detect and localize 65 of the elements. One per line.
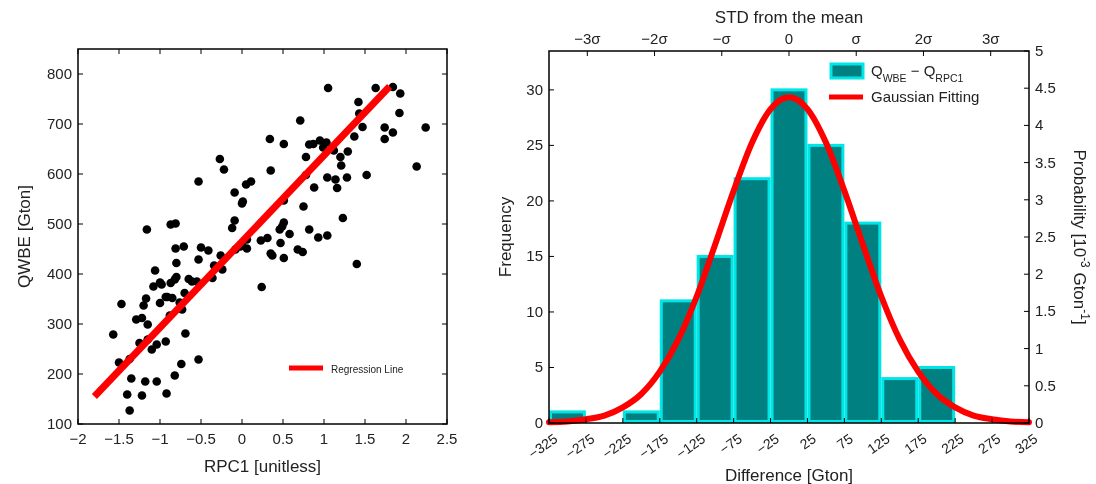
x2-axis-title: STD from the mean bbox=[714, 8, 864, 27]
x-tick-label: 125 bbox=[864, 430, 893, 457]
x-tick-label: −75 bbox=[716, 430, 746, 458]
y2-tick-label: 5 bbox=[1035, 42, 1044, 59]
x2-tick-label: −3σ bbox=[574, 30, 602, 47]
x-tick-label: 1 bbox=[319, 430, 329, 447]
x-axis-title: RPC1 [unitless] bbox=[203, 457, 322, 476]
x-tick-label: 275 bbox=[975, 430, 1004, 457]
y-tick-label: 20 bbox=[526, 191, 543, 209]
x-tick-label: 0 bbox=[237, 430, 247, 447]
x-tick-label: −25 bbox=[753, 430, 783, 458]
x2-tick-label: σ bbox=[851, 30, 862, 47]
y-tick-label: 5 bbox=[534, 358, 543, 376]
x-tick-label: −225 bbox=[599, 430, 635, 462]
y-tick-label: 400 bbox=[46, 265, 72, 282]
x2-tick-label: 2σ bbox=[914, 30, 933, 47]
x-tick-label: 25 bbox=[796, 430, 819, 453]
y2-tick-label: 1.5 bbox=[1035, 302, 1056, 320]
y2-tick-label: 4.5 bbox=[1035, 79, 1056, 97]
x-tick-label: 225 bbox=[938, 430, 967, 457]
y-tick-label: 600 bbox=[46, 165, 72, 182]
x2-tick-label: 0 bbox=[784, 30, 794, 47]
x-tick-label: −125 bbox=[673, 430, 709, 462]
x-tick-label: 325 bbox=[1012, 430, 1041, 457]
x2-tick-label: −2σ bbox=[641, 30, 669, 47]
x-tick-label: 0.5 bbox=[272, 430, 294, 447]
y-tick-label: 200 bbox=[46, 365, 72, 382]
y2-tick-label: 1 bbox=[1035, 339, 1044, 357]
x-tick-label: −325 bbox=[525, 430, 561, 462]
y-tick-label: 700 bbox=[46, 115, 72, 132]
y-axis-title: Frequency bbox=[496, 196, 515, 278]
y2-tick-label: 3.5 bbox=[1035, 153, 1056, 171]
legend-label: Gaussian Fitting bbox=[871, 88, 980, 105]
y-tick-label: 25 bbox=[526, 136, 543, 154]
y-tick-label: 500 bbox=[46, 215, 72, 232]
x-tick-label: −275 bbox=[562, 430, 598, 462]
x-tick-label: 2.5 bbox=[436, 430, 458, 447]
x-axis-title: Difference [Gton] bbox=[724, 466, 854, 484]
y-tick-label: 800 bbox=[46, 65, 72, 82]
y-tick-label: 100 bbox=[46, 415, 72, 432]
legend-label: Regression Line bbox=[331, 364, 404, 375]
x-tick-label: 2 bbox=[401, 430, 411, 447]
x-tick-label: −175 bbox=[636, 430, 672, 462]
x-tick-label: 1.5 bbox=[354, 430, 376, 447]
y2-tick-label: 2.5 bbox=[1035, 228, 1056, 245]
x-tick-label: 175 bbox=[901, 430, 930, 457]
y-tick-label: 15 bbox=[526, 247, 543, 265]
y-tick-label: 30 bbox=[526, 80, 543, 98]
y2-tick-label: 3 bbox=[1035, 190, 1044, 208]
y-tick-label: 300 bbox=[46, 315, 72, 332]
y2-tick-label: 0.5 bbox=[1035, 376, 1056, 394]
y2-tick-label: 4 bbox=[1035, 116, 1044, 134]
y-tick-label: 0 bbox=[534, 414, 543, 431]
x2-tick-label: 3σ bbox=[981, 30, 1001, 47]
y2-tick-label: 2 bbox=[1035, 265, 1044, 283]
x-tick-label: −2 bbox=[69, 430, 87, 447]
y-tick-label: 10 bbox=[526, 302, 543, 320]
x-tick-label: −0.5 bbox=[186, 430, 216, 447]
x-tick-label: −1.5 bbox=[104, 430, 134, 447]
x-tick-label: −1 bbox=[151, 430, 169, 447]
y2-tick-label: 0 bbox=[1035, 414, 1044, 431]
legend-label: Q$_{WBE}$ − Q$_{RPC1}$ bbox=[871, 62, 964, 84]
y-axis-title: QWBE [Gton] bbox=[15, 185, 34, 288]
x-tick-label: 75 bbox=[833, 430, 856, 453]
x2-tick-label: −σ bbox=[712, 30, 732, 47]
